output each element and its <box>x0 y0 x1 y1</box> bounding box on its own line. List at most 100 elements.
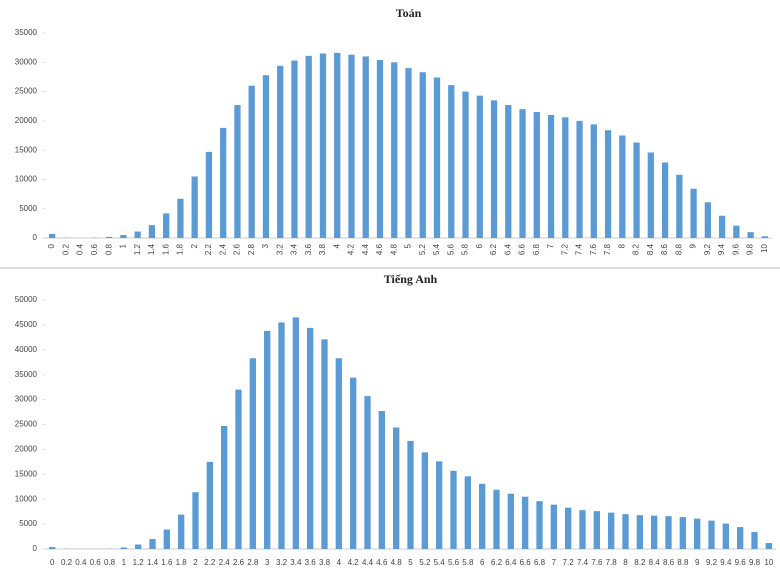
x-tick-label: 8 <box>623 558 628 567</box>
bar <box>334 52 341 238</box>
bar <box>319 53 327 238</box>
bar <box>464 476 471 549</box>
x-tick-label: 4.8 <box>391 558 403 567</box>
x-tick-label: 1.6 <box>161 558 173 567</box>
bar <box>391 62 398 239</box>
bar <box>622 514 629 549</box>
y-tick-label: 25000 <box>15 87 38 96</box>
x-tick-label: 4.6 <box>376 558 388 567</box>
x-tick-label: 3.4 <box>290 558 302 567</box>
x-tick-label: 6.4 <box>505 558 517 567</box>
bar <box>747 232 754 238</box>
x-tick-label: 8.4 <box>646 243 655 255</box>
bar <box>619 135 626 238</box>
bar <box>722 523 729 549</box>
bar <box>761 236 769 238</box>
x-tick-label: 6.8 <box>534 558 546 567</box>
x-tick-label: 8.4 <box>649 558 661 567</box>
x-tick-label: 1.4 <box>147 558 159 567</box>
bar <box>593 511 600 549</box>
x-tick-label: 5.8 <box>462 558 474 567</box>
x-tick-label: 5.6 <box>448 558 460 567</box>
y-tick-label: 20000 <box>15 116 38 125</box>
x-tick-label: 6 <box>475 243 484 248</box>
x-tick-label: 1.6 <box>161 243 170 255</box>
bar <box>547 115 555 238</box>
bar <box>206 461 213 549</box>
x-tick-label: 5.2 <box>419 558 431 567</box>
y-tick-label: 5000 <box>19 519 37 528</box>
x-tick-label: 9.6 <box>731 243 740 255</box>
x-tick-label: 6.2 <box>491 558 503 567</box>
bar <box>262 75 270 239</box>
x-tick-label: 1.2 <box>133 243 142 255</box>
x-tick-label: 1.4 <box>147 243 156 255</box>
x-tick-label: 5 <box>404 243 413 248</box>
bar <box>651 515 658 549</box>
x-tick-label: 0.6 <box>90 558 102 567</box>
bar <box>421 452 428 549</box>
bar <box>305 55 312 238</box>
x-tick-label: 9.4 <box>720 558 732 567</box>
bar <box>676 174 683 238</box>
x-tick-label: 9.8 <box>746 243 755 255</box>
x-tick-label: 7 <box>546 243 555 248</box>
bar <box>533 112 540 238</box>
x-tick-label: 1.8 <box>176 558 188 567</box>
bar <box>234 105 241 239</box>
bar <box>148 225 156 238</box>
y-tick-label: 45000 <box>15 320 38 329</box>
bar <box>665 516 672 549</box>
x-tick-label: 9.8 <box>749 558 761 567</box>
x-tick-label: 5.4 <box>434 558 446 567</box>
x-tick-label: 7 <box>552 558 557 567</box>
x-tick-label: 4 <box>337 558 342 567</box>
x-tick-label: 2.4 <box>219 558 231 567</box>
y-tick-label: 25000 <box>15 420 38 429</box>
bar <box>565 507 572 549</box>
x-tick-label: 7.8 <box>603 243 612 255</box>
y-tick-label: 10000 <box>15 494 38 503</box>
x-tick-label: 4.4 <box>361 243 370 255</box>
chart-title: Tiếng Anh <box>384 272 438 286</box>
x-tick-label: 1 <box>119 243 128 248</box>
x-tick-label: 2.2 <box>204 243 213 255</box>
bar <box>106 236 113 238</box>
x-tick-label: 6.8 <box>532 243 541 255</box>
x-tick-label: 4.2 <box>348 558 360 567</box>
bar <box>235 389 242 549</box>
x-tick-label: 6.6 <box>520 558 532 567</box>
bar <box>462 91 469 238</box>
y-tick-label: 5000 <box>19 204 37 213</box>
bar <box>647 152 654 238</box>
chart-title: Toán <box>396 6 422 20</box>
x-tick-label: 5.6 <box>446 243 455 255</box>
bar <box>135 544 142 549</box>
bar <box>679 517 686 549</box>
x-tick-label: 5.4 <box>432 243 441 255</box>
x-tick-label: 9.2 <box>703 243 712 255</box>
x-tick-label: 2.8 <box>247 243 256 255</box>
bar <box>248 85 255 238</box>
bar <box>407 440 414 549</box>
bar <box>292 317 299 549</box>
bar <box>694 518 701 549</box>
bar <box>362 56 369 238</box>
bar <box>120 235 127 238</box>
bar <box>149 539 156 549</box>
x-tick-label: 9.4 <box>717 243 726 255</box>
x-tick-label: 3.2 <box>276 558 288 567</box>
bar <box>608 512 615 549</box>
bar <box>519 109 526 239</box>
bar <box>436 461 443 549</box>
x-tick-label: 2.8 <box>247 558 259 567</box>
bar <box>376 59 384 238</box>
x-tick-label: 0.6 <box>90 243 99 255</box>
bar <box>192 492 199 549</box>
x-tick-label: 2.4 <box>218 243 227 255</box>
bar <box>479 483 486 549</box>
bar <box>393 427 400 549</box>
bar <box>550 504 557 549</box>
x-tick-label: 9.6 <box>735 558 747 567</box>
